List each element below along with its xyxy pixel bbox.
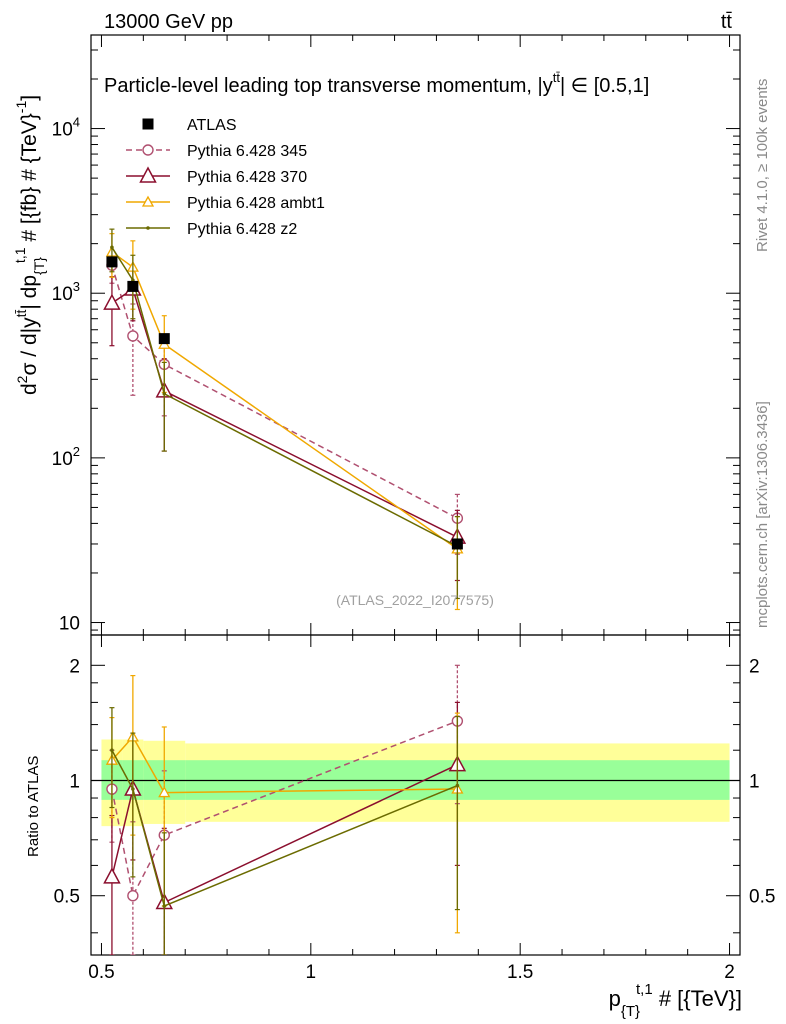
xlabel-p: p	[609, 986, 621, 1011]
legend-marker-atlas	[142, 118, 154, 130]
ratio-series-0-line	[111, 720, 458, 898]
ylabel-d-sup: -1	[13, 101, 29, 114]
legend-label-3: Pythia 6.428 z2	[187, 221, 297, 238]
y-tick-exp: 3	[73, 279, 80, 294]
ratio-series-group	[103, 664, 467, 955]
legend-label-0: Pythia 6.428 345	[187, 143, 307, 160]
xlabel-tail: # [{TeV}]	[653, 986, 742, 1011]
legend-marker-2	[141, 195, 155, 207]
atlas-data-point	[158, 333, 170, 345]
y-tick-base: 10	[52, 449, 73, 470]
ylabel-c-sup: t,1	[12, 247, 28, 263]
y-tick-label: 104	[52, 115, 80, 141]
ratio-series-1-point	[103, 867, 121, 884]
x-axis-label: p{T} t,1 # [{TeV}]	[609, 981, 742, 1020]
analysis-id: (ATLAS_2022_I2077575)	[336, 592, 494, 608]
main-series-1-point	[103, 293, 121, 310]
ratio-series-3-point	[110, 748, 114, 753]
y-axis-label: d2σ / d|ytt̄| dp{T}t,1 # [{fb} # {TeV}-1…	[12, 95, 47, 395]
ratio-series-2-point	[158, 786, 171, 798]
legend-label-1: Pythia 6.428 370	[187, 169, 307, 186]
ratio-y-tick-label: 0.5	[54, 887, 80, 908]
mcplots-label: mcplots.cern.ch [arXiv:1306.3436]	[754, 401, 771, 628]
title-main: Particle-level leading top transverse mo…	[104, 75, 553, 97]
atlas-data-point	[127, 280, 139, 292]
ratio-series-3-line	[111, 749, 458, 908]
legend-label-2: Pythia 6.428 ambt1	[187, 195, 325, 212]
y-tick-base: 10	[52, 284, 73, 305]
chart-title: Particle-level leading top transverse mo…	[104, 70, 649, 97]
main-series-2-line	[111, 251, 458, 550]
main-series-3-point	[162, 391, 167, 396]
static-text: 13000 GeV pp tt̄ (ATLAS_2022_I2077575) R…	[25, 11, 771, 857]
legend-marker-1	[139, 166, 157, 183]
ylabel-c: | dp	[18, 275, 41, 310]
atlas-data-point	[451, 538, 463, 550]
main-series-0-point	[127, 330, 139, 342]
xlabel-sup: t,1	[636, 981, 653, 998]
y-tick-label: 103	[52, 279, 80, 305]
ratio-series-3-point	[162, 904, 167, 908]
ratio-y-tick-label-right: 2	[749, 656, 760, 677]
ylabel-b: σ / d|y	[18, 317, 41, 376]
ratio-series-0-point	[127, 890, 139, 902]
ylabel-b-sup: tt̄	[13, 310, 29, 318]
ratio-y-tick-label: 1	[69, 772, 80, 793]
ylabel-a-sup: 2	[14, 375, 30, 383]
atlas-data-point	[106, 256, 118, 268]
ratio-y-tick-label-right: 1	[749, 772, 760, 793]
energy-label: 13000 GeV pp	[104, 11, 233, 33]
y-tick-base: 10	[59, 614, 80, 635]
y-tick-exp: 4	[73, 115, 80, 130]
main-series-3-point	[110, 245, 114, 250]
y-tick-exp: 2	[73, 444, 80, 459]
main-series-1-line	[111, 287, 458, 538]
ratio-series-3-point	[455, 783, 460, 788]
ylabel-a: d	[18, 383, 41, 395]
title-tail: | ∈ [0.5,1]	[560, 75, 649, 97]
ratio-y-tick-label-right: 0.5	[749, 887, 775, 908]
y-tick-label: 10	[59, 614, 80, 635]
legend-marker-0	[142, 144, 154, 156]
legend: ATLAS Pythia 6.428 345 Pythia 6.428 370 Pyt…	[126, 117, 325, 238]
rivet-label: Rivet 4.1.0, ≥ 100k events	[754, 79, 771, 252]
ratio-plot: 0.5 1 1.5 2 0.5 0.5 1 1 2 2 p{T} t,1 # [{TeV}]	[54, 634, 775, 1020]
main-series-0-line	[111, 264, 458, 519]
ratio-series-2-line	[111, 735, 458, 794]
ylabel-c-sub: {T}	[31, 257, 47, 275]
process-label: tt̄	[721, 11, 733, 33]
ratio-y-tick-label: 2	[69, 656, 80, 677]
y-tick-base: 10	[52, 120, 73, 141]
ylabel-e: ]	[18, 95, 41, 101]
ratio-series-3-point	[131, 787, 135, 791]
legend-label-atlas: ATLAS	[187, 117, 237, 134]
xlabel-sub: {T}	[621, 1003, 640, 1020]
legend-marker-3	[146, 226, 150, 230]
ylabel-d: # [{fb} # {TeV}	[18, 113, 41, 247]
x-tick-label: 2	[724, 962, 735, 983]
title-sup: tt̄	[553, 70, 561, 85]
x-tick-label: 1	[306, 962, 317, 983]
x-tick-label: 0.5	[88, 962, 114, 983]
main-series-3-line	[111, 246, 458, 548]
y-tick-label: 102	[52, 444, 80, 470]
x-tick-label: 1.5	[507, 962, 533, 983]
ratio-frame	[90, 634, 741, 956]
ratio-ylabel: Ratio to ATLAS	[25, 756, 42, 857]
